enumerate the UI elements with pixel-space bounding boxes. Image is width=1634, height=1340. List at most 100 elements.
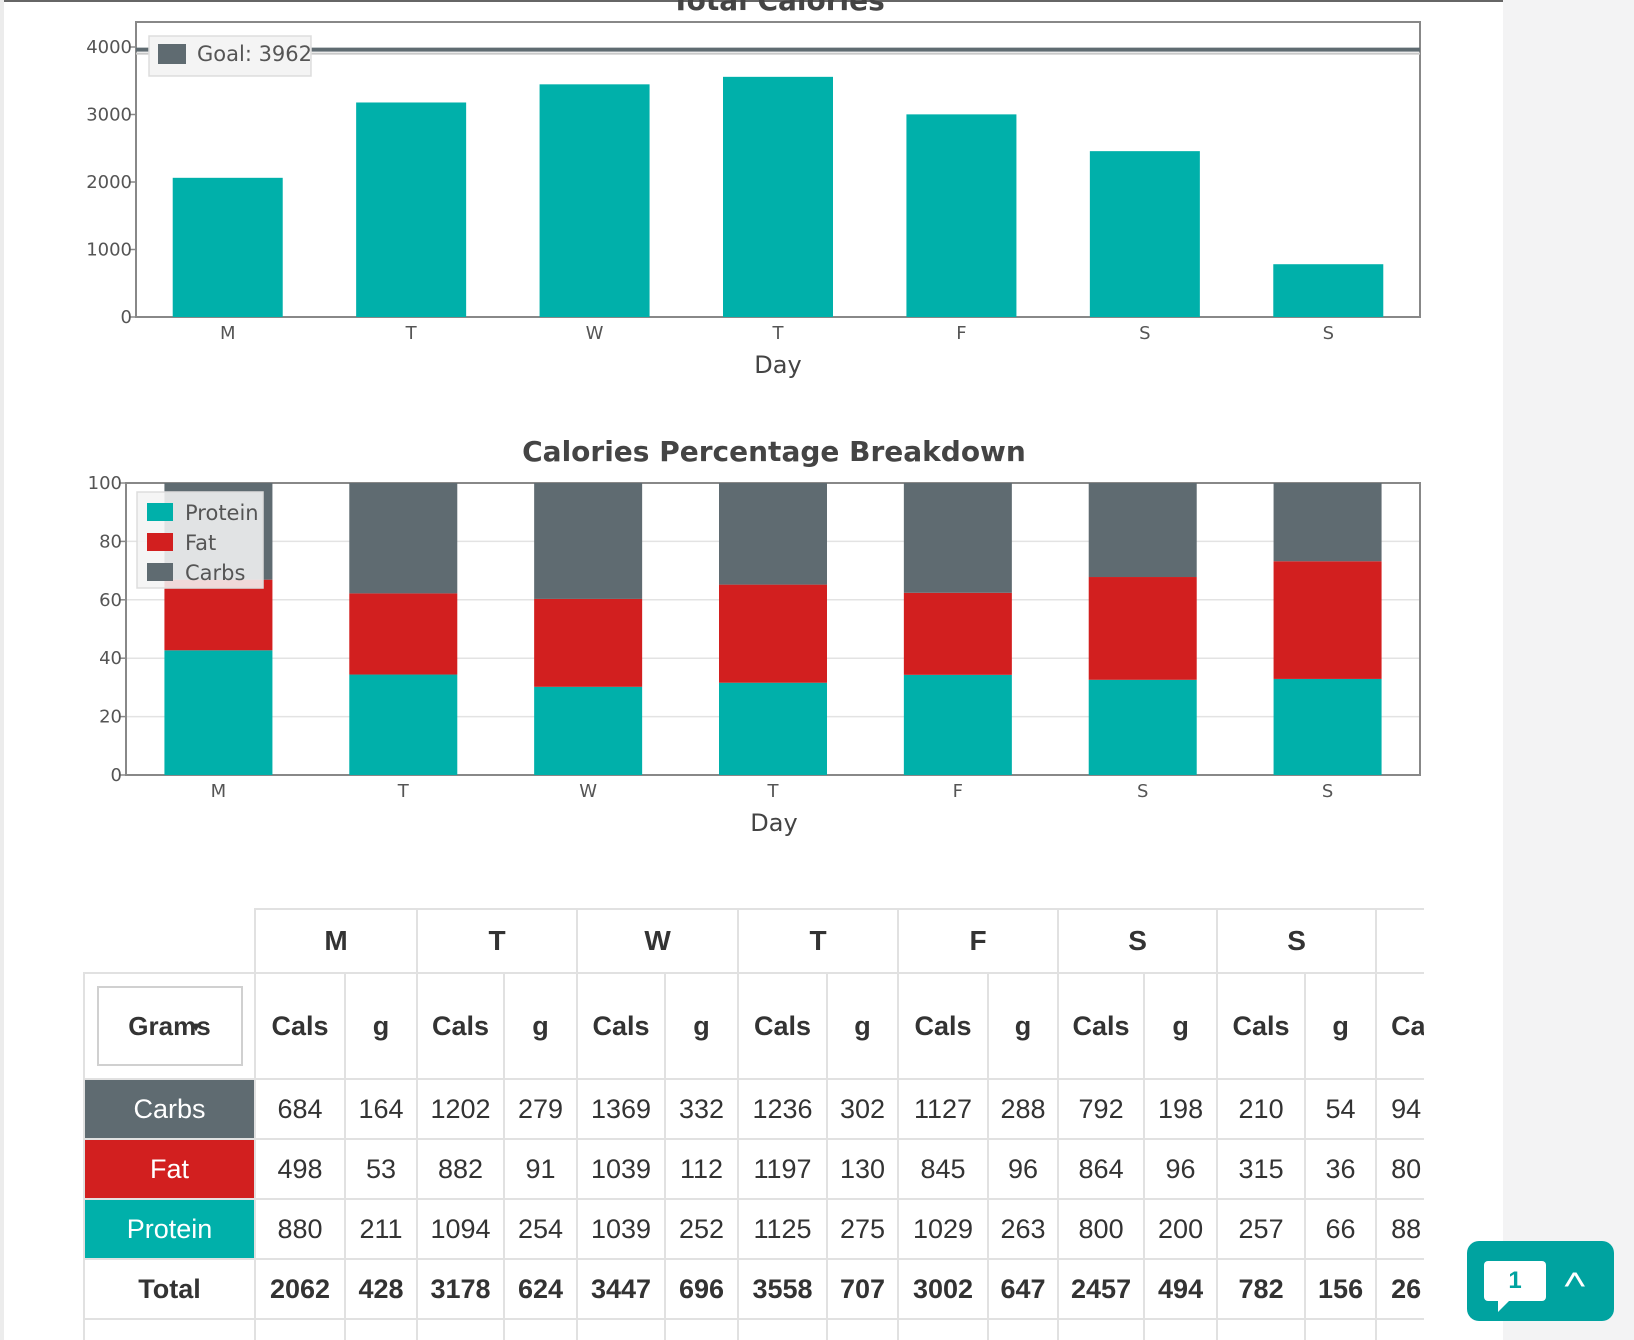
table-cell: 1039 bbox=[576, 1198, 667, 1260]
stacked-bar-segment-carbs bbox=[719, 483, 827, 585]
stacked-bar-segment-protein bbox=[164, 650, 273, 775]
cals-column-header: Cals bbox=[254, 972, 346, 1080]
table-cell-partial: 26 bbox=[1375, 1258, 1424, 1320]
table-cell-empty bbox=[503, 1318, 579, 1340]
table-row: Carbs 684 164 1202 279 1369 332 1236 302 1127 288 7… bbox=[83, 1078, 1424, 1140]
stacked-bar-segment-fat bbox=[719, 584, 827, 683]
table-cell: 279 bbox=[503, 1078, 579, 1140]
table-cell-empty bbox=[1216, 1318, 1307, 1340]
table-cell: 288 bbox=[987, 1078, 1060, 1140]
grams-column-header: g bbox=[343, 972, 419, 1080]
table-cell: 66 bbox=[1304, 1198, 1378, 1260]
table-cell-empty bbox=[987, 1318, 1060, 1340]
x-tick-label: M bbox=[211, 781, 227, 802]
stacked-bar-segment-fat bbox=[1273, 561, 1382, 679]
table-cell: 315 bbox=[1216, 1138, 1307, 1200]
stacked-bar-segment-protein bbox=[534, 686, 643, 775]
bar bbox=[906, 114, 1017, 318]
table-cell: 1202 bbox=[416, 1078, 506, 1140]
x-tick-label: S bbox=[1323, 323, 1334, 344]
table-cell: 3558 bbox=[737, 1258, 829, 1320]
unit-select[interactable]: Grams ▾ bbox=[96, 986, 243, 1066]
stacked-bar-segment-protein bbox=[903, 674, 1012, 775]
x-tick-label: T bbox=[397, 781, 410, 802]
table-cell: 2062 bbox=[254, 1258, 346, 1320]
table-cell: 252 bbox=[664, 1198, 740, 1260]
table-cell: 96 bbox=[1143, 1138, 1219, 1200]
table-cell: 494 bbox=[1143, 1258, 1219, 1320]
table-corner bbox=[84, 909, 256, 974]
cals-column-header: Cals bbox=[576, 972, 667, 1080]
grams-column-header: g bbox=[1304, 972, 1378, 1080]
table-cell: 91 bbox=[503, 1138, 579, 1200]
table-cell-empty bbox=[1057, 1318, 1146, 1340]
table-cell: 53 bbox=[343, 1138, 419, 1200]
y-tick-label: 4000 bbox=[86, 37, 132, 58]
table-cell: 800 bbox=[1057, 1198, 1146, 1260]
table-cell-partial: 88 bbox=[1375, 1198, 1424, 1260]
cals-column-header: Cals bbox=[897, 972, 990, 1080]
x-tick-label: S bbox=[1137, 781, 1148, 802]
x-tick-label: W bbox=[586, 323, 604, 344]
y-tick-label: 2000 bbox=[86, 172, 132, 193]
legend-label: Protein bbox=[185, 501, 259, 525]
grams-column-header: g bbox=[1143, 972, 1219, 1080]
table-cell: 428 bbox=[343, 1258, 419, 1320]
left-edge bbox=[0, 0, 4, 1340]
table-cell: 254 bbox=[503, 1198, 579, 1260]
bar bbox=[723, 76, 833, 318]
x-tick-label: S bbox=[1322, 781, 1333, 802]
chart-title: Total Calories bbox=[671, 0, 885, 17]
table-row: Total 2062 428 3178 624 3447 696 3558 707 3002 647… bbox=[83, 1258, 1424, 1320]
legend-swatch bbox=[158, 44, 186, 64]
x-tick-label: T bbox=[405, 323, 418, 344]
table-cell: 782 bbox=[1216, 1258, 1307, 1320]
table-cell: 263 bbox=[987, 1198, 1060, 1260]
x-tick-label: F bbox=[953, 781, 963, 802]
table-cell-empty bbox=[664, 1318, 740, 1340]
chat-widget[interactable]: 1 ˄ bbox=[1467, 1241, 1614, 1321]
stacked-bar-segment-carbs bbox=[1088, 483, 1197, 578]
stacked-bar-segment-protein bbox=[719, 682, 827, 775]
table-cell: 1197 bbox=[737, 1138, 829, 1200]
y-tick-label: 100 bbox=[88, 473, 122, 494]
table-cell: 130 bbox=[826, 1138, 900, 1200]
table-row: Fat 498 53 882 91 1039 112 1197 130 845 96 864 96 315… bbox=[83, 1138, 1424, 1200]
table-cell-empty bbox=[826, 1318, 900, 1340]
row-label-carbs: Carbs bbox=[83, 1078, 256, 1140]
table-cell: 332 bbox=[664, 1078, 740, 1140]
day-header: T bbox=[737, 908, 900, 974]
table-cell: 684 bbox=[254, 1078, 346, 1140]
row-label-total: Total bbox=[83, 1258, 256, 1320]
day-header: W bbox=[576, 908, 740, 974]
day-header-partial bbox=[1375, 908, 1424, 974]
bar bbox=[172, 177, 283, 317]
chat-bubble-icon[interactable]: 1 bbox=[1484, 1261, 1546, 1312]
day-header: S bbox=[1216, 908, 1378, 974]
total-calories-chart: Total Calories 0 1000 2000 3000 4000 M T W T F S S Go… bbox=[86, 0, 1421, 379]
table-cell: 864 bbox=[1057, 1138, 1146, 1200]
table-cell: 2457 bbox=[1057, 1258, 1146, 1320]
table-cell: 880 bbox=[254, 1198, 346, 1260]
stacked-bar-segment-carbs bbox=[903, 483, 1012, 593]
cals-column-header: Cals bbox=[1057, 972, 1146, 1080]
y-tick-label: 0 bbox=[121, 307, 132, 328]
cals-column-header-partial: Ca bbox=[1375, 972, 1424, 1080]
legend-swatch bbox=[147, 563, 173, 581]
table-cell: 3178 bbox=[416, 1258, 506, 1320]
table-cell: 198 bbox=[1143, 1078, 1219, 1140]
x-tick-label: T bbox=[767, 781, 780, 802]
chevron-up-icon[interactable]: ˄ bbox=[1562, 1264, 1588, 1297]
table-cell-empty bbox=[254, 1318, 346, 1340]
unit-select-cell: Grams ▾ bbox=[83, 972, 256, 1080]
x-tick-label: S bbox=[1139, 323, 1150, 344]
calories-breakdown-chart: Calories Percentage Breakdown 0 20 40 60 80 10… bbox=[88, 435, 1421, 837]
table-cell-empty bbox=[416, 1318, 506, 1340]
unit-select-value: Grams bbox=[128, 1010, 211, 1041]
table-cell: 302 bbox=[826, 1078, 900, 1140]
row-label-fat: Fat bbox=[83, 1138, 256, 1200]
y-tick-label: 20 bbox=[99, 707, 122, 728]
stacked-bar-segment-fat bbox=[164, 579, 273, 651]
